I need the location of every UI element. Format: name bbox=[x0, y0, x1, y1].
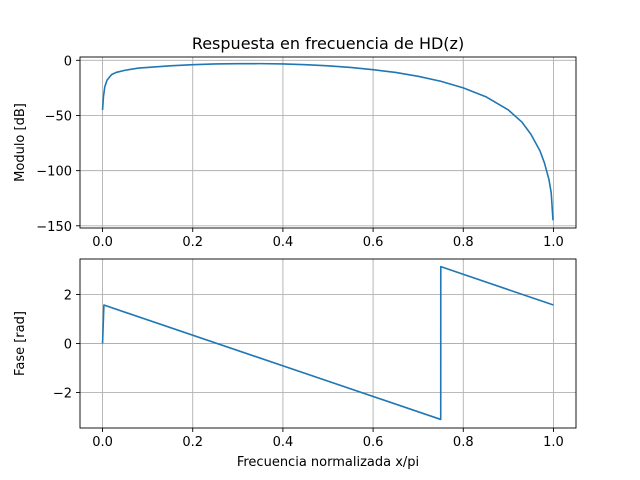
x-tick-label: 0.2 bbox=[182, 235, 203, 250]
y-tick-label: −150 bbox=[36, 220, 72, 235]
y-tick-label: −50 bbox=[45, 109, 72, 124]
x-tick-label: 0.8 bbox=[453, 435, 474, 450]
y-axis-label: Modulo [dB] bbox=[13, 103, 28, 182]
x-tick-label: 0.0 bbox=[92, 235, 113, 250]
series-line-fase bbox=[101, 265, 554, 421]
x-axis-label: Frecuencia normalizada x/pi bbox=[237, 455, 419, 470]
phase-plot: 0.0 0.2 0.4 0.6 0.8 1.0 2 0 −2 Fase [rad] Frecuenc… bbox=[13, 258, 577, 470]
magnitude-plot: 0.0 0.2 0.4 0.6 0.8 1.0 0 −50 −100 −150 Modulo [dB… bbox=[13, 54, 577, 250]
x-tick-label: 0.2 bbox=[182, 435, 203, 450]
x-tick-label: 0.6 bbox=[363, 235, 384, 250]
plot-frame bbox=[79, 56, 577, 229]
x-tick-label: 0.8 bbox=[453, 235, 474, 250]
x-tick-label: 1.0 bbox=[543, 435, 564, 450]
y-tick-label: 0 bbox=[64, 338, 72, 353]
x-tick-label: 0.0 bbox=[92, 435, 113, 450]
series-line-modulo bbox=[101, 62, 554, 221]
x-tick-label: 1.0 bbox=[543, 235, 564, 250]
y-tick-label: −2 bbox=[53, 386, 72, 401]
y-tick-label: 0 bbox=[64, 54, 72, 69]
x-tick-label: 0.4 bbox=[273, 435, 294, 450]
x-tick-label: 0.6 bbox=[363, 435, 384, 450]
y-tick-label: 2 bbox=[64, 289, 72, 304]
x-tick-label: 0.4 bbox=[273, 235, 294, 250]
y-axis-label: Fase [rad] bbox=[13, 311, 28, 376]
y-tick-label: −100 bbox=[36, 165, 72, 180]
chart-title: Respuesta en frecuencia de HD(z) bbox=[192, 34, 464, 53]
